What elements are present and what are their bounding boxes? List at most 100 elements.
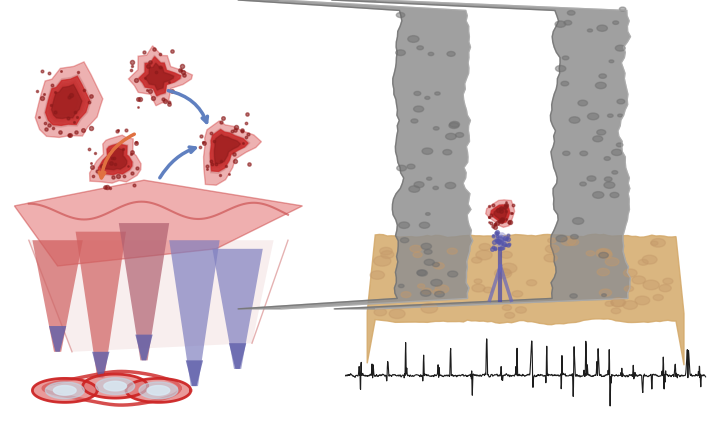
Circle shape xyxy=(570,117,580,123)
Circle shape xyxy=(638,260,648,265)
Polygon shape xyxy=(229,343,246,369)
Polygon shape xyxy=(496,236,506,245)
Circle shape xyxy=(456,133,464,137)
Circle shape xyxy=(632,276,646,284)
Circle shape xyxy=(411,119,418,123)
Circle shape xyxy=(624,269,637,277)
Polygon shape xyxy=(493,207,508,221)
Circle shape xyxy=(390,309,405,318)
Polygon shape xyxy=(53,386,76,395)
Polygon shape xyxy=(146,65,172,89)
Circle shape xyxy=(443,150,451,155)
Polygon shape xyxy=(47,79,88,124)
Polygon shape xyxy=(145,63,174,90)
Polygon shape xyxy=(494,208,507,220)
Polygon shape xyxy=(494,233,509,248)
Circle shape xyxy=(610,192,619,198)
Polygon shape xyxy=(210,130,248,172)
Polygon shape xyxy=(48,80,86,122)
Polygon shape xyxy=(147,386,170,395)
Circle shape xyxy=(613,21,618,24)
Circle shape xyxy=(422,288,432,294)
Circle shape xyxy=(417,270,426,275)
Polygon shape xyxy=(498,238,503,243)
Circle shape xyxy=(653,294,663,301)
Polygon shape xyxy=(83,374,148,398)
Polygon shape xyxy=(491,205,510,223)
Circle shape xyxy=(651,241,658,245)
Circle shape xyxy=(401,292,411,298)
Circle shape xyxy=(548,238,556,243)
Polygon shape xyxy=(139,382,178,399)
Circle shape xyxy=(431,279,442,286)
Polygon shape xyxy=(212,249,263,369)
Circle shape xyxy=(608,114,613,118)
Polygon shape xyxy=(92,352,109,378)
Circle shape xyxy=(570,235,578,239)
Polygon shape xyxy=(492,206,508,221)
Circle shape xyxy=(472,257,482,263)
Polygon shape xyxy=(139,57,181,96)
Circle shape xyxy=(642,255,657,264)
Circle shape xyxy=(545,245,559,253)
Circle shape xyxy=(612,171,618,174)
Polygon shape xyxy=(139,57,181,96)
Polygon shape xyxy=(497,236,505,245)
Polygon shape xyxy=(104,148,127,170)
Circle shape xyxy=(421,243,431,249)
Circle shape xyxy=(643,280,660,290)
Polygon shape xyxy=(495,209,505,219)
Circle shape xyxy=(422,148,433,154)
Circle shape xyxy=(495,268,512,278)
Polygon shape xyxy=(35,62,103,137)
Circle shape xyxy=(624,286,634,291)
Polygon shape xyxy=(490,204,510,224)
Circle shape xyxy=(414,91,420,96)
Circle shape xyxy=(555,66,566,72)
Polygon shape xyxy=(14,180,302,266)
Circle shape xyxy=(563,151,570,155)
Circle shape xyxy=(479,244,490,251)
Circle shape xyxy=(599,289,611,296)
Polygon shape xyxy=(49,326,66,352)
Circle shape xyxy=(414,181,424,187)
Circle shape xyxy=(418,270,428,276)
Polygon shape xyxy=(107,151,125,167)
Polygon shape xyxy=(498,237,504,244)
Circle shape xyxy=(587,176,596,181)
Circle shape xyxy=(544,254,557,262)
Polygon shape xyxy=(210,128,250,173)
Polygon shape xyxy=(44,74,91,127)
Polygon shape xyxy=(32,240,83,352)
Polygon shape xyxy=(50,82,84,120)
Circle shape xyxy=(598,249,608,256)
Circle shape xyxy=(561,81,569,86)
Circle shape xyxy=(476,250,492,260)
Polygon shape xyxy=(138,55,182,97)
Circle shape xyxy=(424,259,434,266)
Circle shape xyxy=(417,46,423,50)
Circle shape xyxy=(586,251,595,256)
Circle shape xyxy=(516,307,526,313)
Circle shape xyxy=(420,290,431,296)
Polygon shape xyxy=(104,148,127,170)
Circle shape xyxy=(593,136,603,142)
Circle shape xyxy=(659,284,671,292)
Circle shape xyxy=(370,271,384,279)
Polygon shape xyxy=(367,234,684,365)
Polygon shape xyxy=(186,360,203,386)
Circle shape xyxy=(556,235,567,242)
Polygon shape xyxy=(101,146,130,172)
Circle shape xyxy=(616,45,625,51)
Polygon shape xyxy=(29,240,274,352)
Circle shape xyxy=(446,133,456,140)
Circle shape xyxy=(398,284,404,287)
Circle shape xyxy=(609,60,614,63)
Circle shape xyxy=(567,239,579,245)
Circle shape xyxy=(397,165,406,171)
Polygon shape xyxy=(215,135,240,163)
Circle shape xyxy=(445,182,456,189)
Circle shape xyxy=(588,113,599,120)
Circle shape xyxy=(616,143,623,147)
Circle shape xyxy=(433,127,439,130)
